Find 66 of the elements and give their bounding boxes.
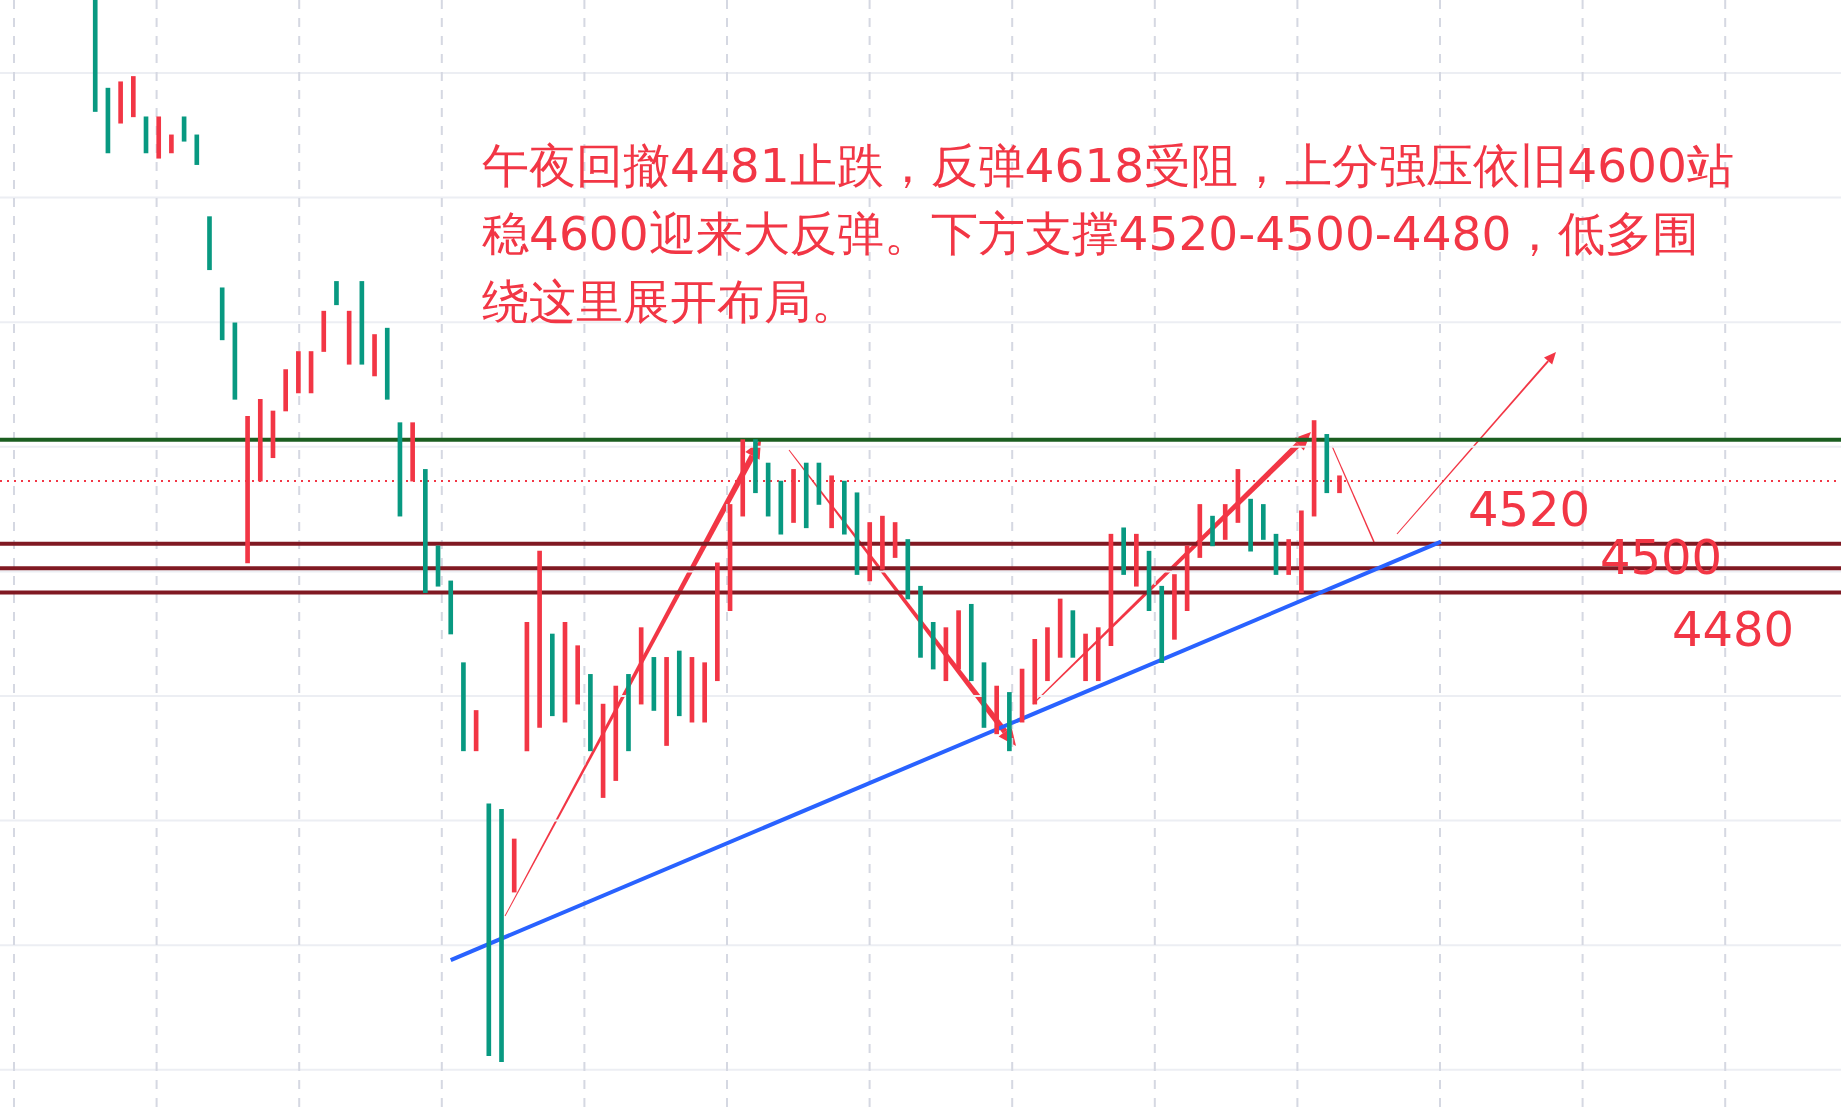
candlestick [283,369,288,412]
candlestick [956,610,961,670]
candlestick [715,562,720,682]
candlestick [1222,504,1228,540]
candlestick [1299,510,1304,593]
annotation: 4520 [1468,481,1591,538]
candlestick [156,116,162,159]
candlestick [1032,638,1038,705]
candlestick [194,134,200,165]
candlestick [1172,574,1177,640]
candlestick [664,657,669,746]
candlestick [1007,692,1012,752]
candlestick [740,439,746,517]
candlestick [994,685,1000,735]
candlestick [613,685,619,781]
candlestick [575,645,581,705]
candlestick [296,351,301,394]
candlestick [638,627,644,705]
candlestick [1045,627,1050,682]
candlestick [905,539,911,600]
candlestick [321,310,327,352]
candlestick [92,0,98,112]
candlestick [791,469,796,523]
annotation: 午夜回撤4481止跌，反弹4618受阻，上分强压依旧4600站稳4600迎来大反弹。下方支撑4520-4500-4480，低多围绕这里展开布局。 [482,137,1735,331]
candlestick [448,580,454,635]
candlestick [1095,627,1101,682]
candlestick [1324,434,1330,494]
candlestick [118,81,123,124]
candlestick [511,838,517,893]
candlestick [219,287,225,341]
candlestick [207,216,212,271]
candlestick [499,808,504,1062]
candlestick [918,585,923,658]
candlestick [130,76,136,118]
candlestick [1197,504,1203,558]
candlestick [549,633,555,717]
candlestick [880,515,885,570]
candlestick [1260,504,1266,540]
candlestick [753,439,758,494]
candlestick [1134,533,1139,587]
candlestick [968,603,974,682]
candlestick [461,662,466,752]
candlestick [1159,585,1165,664]
candlestick [334,281,339,306]
candlestick [1121,527,1126,575]
candlestick [1248,498,1253,552]
candlestick [1210,515,1215,547]
candlestick [588,674,593,752]
annotation: 4480 [1672,601,1795,658]
candlestick [930,622,936,670]
candlestick [372,334,377,377]
candlestick [1286,539,1292,575]
candlestick [803,462,809,529]
candlestick [423,469,428,593]
candlestick [841,480,847,535]
candlestick [867,522,873,582]
candlestick [626,674,631,752]
candlestick [245,415,250,564]
candlestick [169,134,174,154]
candlestick [537,550,542,728]
candlestick [1337,475,1342,494]
candlestick [676,650,682,717]
candlestick [1083,633,1088,682]
candlestick [384,327,390,400]
candlestick [702,662,707,723]
candlestick [486,803,492,1056]
